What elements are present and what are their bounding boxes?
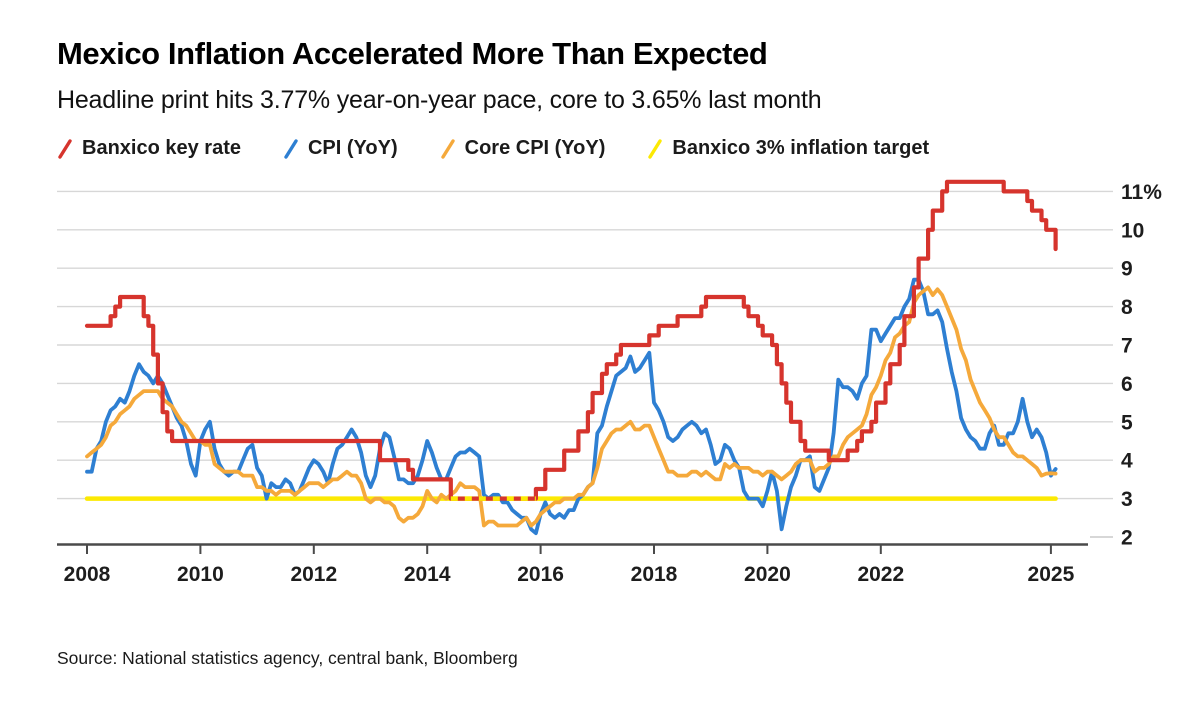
y-axis-label: 10 <box>1121 219 1144 242</box>
x-axis-label: 2008 <box>64 563 111 586</box>
x-axis-label: 2025 <box>1028 563 1075 586</box>
y-axis-label: 8 <box>1121 296 1133 319</box>
legend-item-core-cpi-yoy: Core CPI (YoY) <box>440 137 606 160</box>
red-slash-icon <box>58 138 72 159</box>
banxico-key-rate-line <box>84 179 1058 501</box>
x-axis-label: 2022 <box>857 563 904 586</box>
x-axis-label: 2016 <box>517 563 564 586</box>
x-axis-label: 2018 <box>631 563 678 586</box>
x-axis-label: 2012 <box>290 563 337 586</box>
y-axis-label: 5 <box>1121 411 1133 434</box>
yellow-slash-icon <box>648 138 663 159</box>
page-subtitle: Headline print hits 3.77% year-on-year p… <box>57 86 822 114</box>
y-axis-label: 3 <box>1121 488 1133 511</box>
page-title: Mexico Inflation Accelerated More Than E… <box>57 36 768 71</box>
y-axis-label: 11% <box>1121 181 1162 204</box>
y-axis-label: 6 <box>1121 373 1133 396</box>
legend-item-cpi-yoy: CPI (YoY) <box>283 137 398 160</box>
y-axis-label: 7 <box>1121 335 1133 358</box>
legend-item-banxico-key-rate: Banxico key rate <box>57 137 241 160</box>
blue-slash-icon <box>284 138 298 159</box>
legend-label: CPI (YoY) <box>307 137 398 159</box>
core-cpi-yoy-line <box>85 285 1058 528</box>
legend-label: Core CPI (YoY) <box>464 137 606 159</box>
y-axis-label: 4 <box>1121 450 1133 473</box>
orange-slash-icon <box>440 138 455 159</box>
inflation-line-chart: 2 3 4 5 6 7 8 9 10 11% 2008 2010 2012 2014 2016 2018 202… <box>0 170 1200 600</box>
legend-item-inflation-target: Banxico 3% inflation target <box>647 137 929 160</box>
legend-label: Banxico key rate <box>82 137 241 159</box>
chart-canvas: 2 3 4 5 6 7 8 9 10 11% 2008 2010 2012 2014 2016 2018 202… <box>57 179 1162 586</box>
legend-label: Banxico 3% inflation target <box>672 137 930 159</box>
x-axis-label: 2010 <box>177 563 224 586</box>
cpi-yoy-line <box>85 277 1058 536</box>
chart-legend: Banxico key rate CPI (YoY) Core CPI (YoY… <box>57 137 929 160</box>
source-note: Source: National statistics agency, cent… <box>57 648 518 668</box>
y-axis-label: 9 <box>1121 258 1133 281</box>
x-axis-label: 2014 <box>404 563 451 586</box>
x-axis-label: 2020 <box>744 563 791 586</box>
y-axis-label: 2 <box>1121 527 1133 550</box>
